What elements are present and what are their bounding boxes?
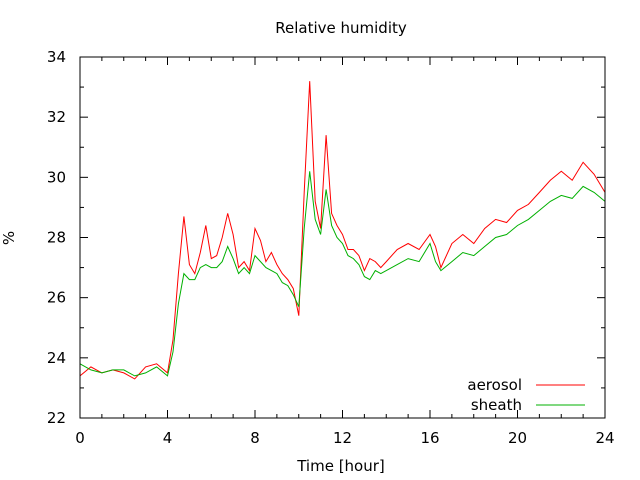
- legend-label-sheath: sheath: [471, 396, 522, 414]
- x-tick-label-3: 12: [333, 429, 352, 447]
- legend-label-aerosol: aerosol: [467, 376, 522, 394]
- x-tick-label-5: 20: [508, 429, 527, 447]
- y-tick-label-2: 26: [47, 289, 66, 307]
- y-tick-label-4: 30: [47, 168, 66, 186]
- y-tick-label-5: 32: [47, 108, 66, 126]
- aerosol-series-line: [79, 81, 606, 380]
- y-tick-label-0: 22: [47, 409, 66, 427]
- x-tick-label-2: 8: [250, 429, 260, 447]
- x-tick-label-0: 0: [75, 429, 85, 447]
- series-lines: [79, 81, 606, 380]
- y-axis-label: %: [0, 231, 18, 245]
- axis-ticks: [79, 56, 606, 419]
- y-tick-label-6: 34: [47, 48, 66, 66]
- plot-frame: [79, 56, 606, 419]
- x-axis-label: Time [hour]: [296, 457, 385, 475]
- x-tick-label-6: 24: [595, 429, 614, 447]
- y-tick-label-3: 28: [47, 229, 66, 247]
- tick-labels: 0 4 8 12 16 20 24 22 24 26 28 30 32 34: [47, 48, 615, 447]
- y-tick-label-1: 24: [47, 349, 66, 367]
- legend: aerosol sheath: [467, 376, 585, 414]
- x-tick-label-1: 4: [163, 429, 173, 447]
- chart-title: Relative humidity: [275, 19, 407, 37]
- x-tick-label-4: 16: [420, 429, 439, 447]
- sheath-series-line: [79, 171, 606, 377]
